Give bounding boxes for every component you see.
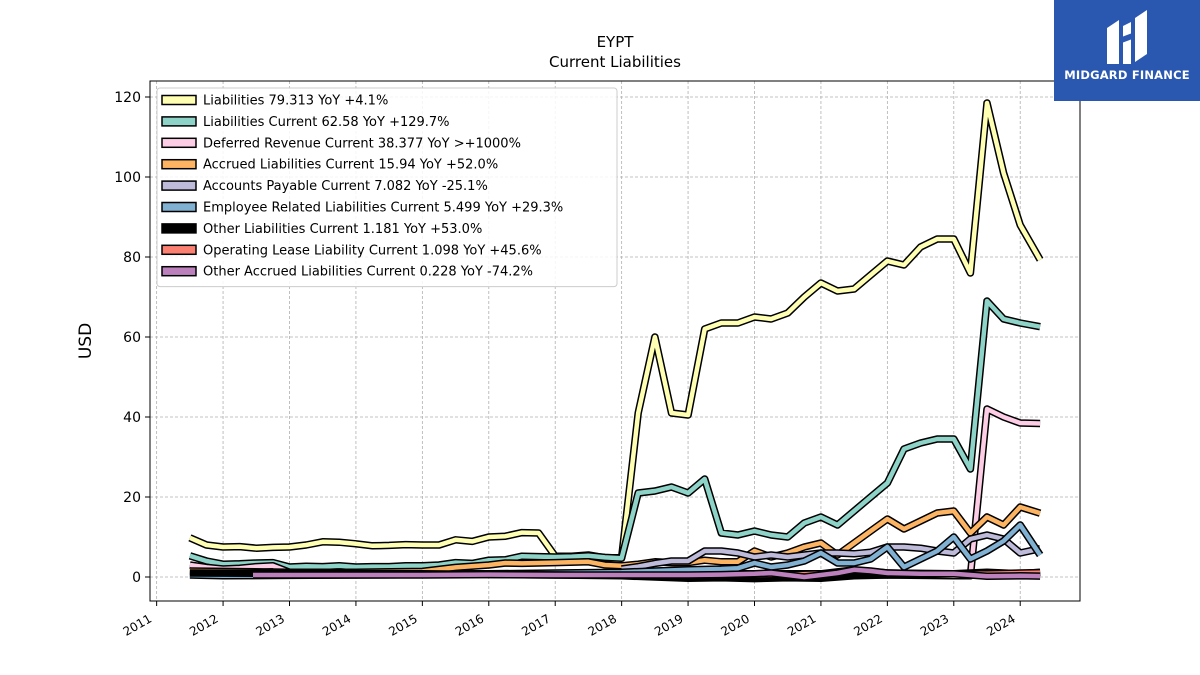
y-tick-label: 20 (123, 490, 141, 506)
x-tick-label: 2019 (652, 611, 685, 638)
x-tick-label: 2023 (918, 611, 951, 638)
series-line (189, 298, 1041, 570)
chart-title: EYPT (596, 33, 634, 51)
x-tick-label: 2022 (851, 611, 884, 638)
legend-swatch (161, 265, 197, 277)
chart-subtitle: Current Liabilities (549, 53, 681, 71)
legend-swatch (161, 137, 197, 149)
series-line (621, 532, 1041, 572)
x-tick-label: 2021 (785, 611, 818, 638)
legend-swatch (161, 116, 197, 127)
series-accrued-liabilities-current (189, 503, 1042, 576)
y-tick-label: 80 (123, 250, 141, 266)
legend-label: Accounts Payable Current 7.082 YoY -25.1… (203, 179, 488, 194)
chart-title-block: EYPT Current Liabilities (150, 32, 1080, 72)
y-axis-label: USD (76, 323, 96, 359)
x-tick-label: 2012 (187, 611, 220, 638)
y-tick-label: 100 (114, 170, 141, 186)
x-tick-label: 2013 (254, 611, 287, 638)
x-tick-label: 2024 (984, 611, 1017, 638)
legend-label: Liabilities Current 62.58 YoY +129.7% (203, 115, 450, 130)
y-tick-label: 40 (123, 410, 141, 426)
x-axis: 2011 2012 2013 2014 2015 2016 2017 2018 2019 2020… (121, 601, 1021, 639)
y-tick-label: 60 (123, 330, 141, 346)
legend-label: Employee Related Liabilities Current 5.4… (203, 201, 563, 216)
legend-swatch (161, 223, 197, 234)
x-tick-label: 2020 (719, 611, 752, 638)
legend-label: Liabilities 79.313 YoY +4.1% (203, 94, 388, 109)
legend-swatch (161, 201, 197, 213)
series-accounts-payable-current (621, 531, 1041, 573)
brand-name: MIDGARD FINANCE (1064, 68, 1190, 82)
series-line (189, 504, 1041, 575)
x-tick-label: 2014 (320, 611, 353, 638)
legend-label: Operating Lease Liability Current 1.098 … (203, 243, 542, 258)
brand-logo: MIDGARD FINANCE (1054, 0, 1200, 101)
legend-label: Deferred Revenue Current 38.377 YoY >+10… (203, 136, 521, 151)
legend-swatch (161, 94, 197, 106)
legend: Liabilities 79.313 YoY +4.1% Liabilities … (156, 87, 618, 288)
x-tick-label: 2016 (453, 611, 486, 638)
legend-swatch (161, 158, 197, 170)
series-lines (188, 99, 1044, 583)
series-other-accrued-liabilities-current (253, 566, 1041, 581)
y-axis: 0 20 40 60 80 100 120 (114, 90, 150, 586)
legend-label: Other Accrued Liabilities Current 0.228 … (203, 265, 533, 280)
y-tick-label: 0 (132, 570, 141, 586)
x-tick-label: 2015 (386, 611, 419, 638)
plot-frame (149, 80, 1081, 602)
x-tick-label: 2018 (586, 611, 619, 638)
midgard-logo-icon (1107, 10, 1147, 64)
legend-label: Other Liabilities Current 1.181 YoY +53.… (203, 222, 482, 237)
legend-swatch (161, 180, 197, 191)
legend-box (156, 87, 618, 288)
legend-label: Accrued Liabilities Current 15.94 YoY +5… (203, 158, 498, 173)
series-liabilities-current (188, 297, 1041, 571)
x-tick-label: 2017 (519, 611, 552, 638)
y-tick-label: 120 (114, 90, 141, 106)
legend-swatch (161, 244, 197, 256)
series-line (253, 567, 1041, 580)
x-tick-label: 2011 (121, 611, 154, 638)
